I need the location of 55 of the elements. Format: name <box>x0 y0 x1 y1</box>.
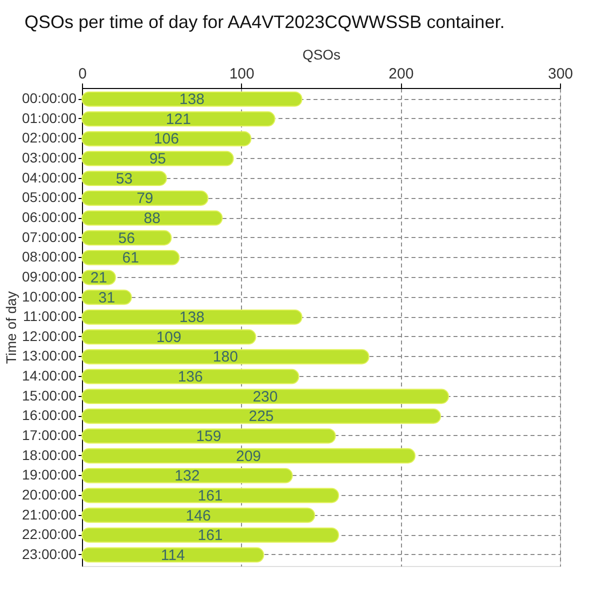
data-label: 31 <box>98 289 116 306</box>
y-tick-label: 00:00:00 <box>22 90 77 106</box>
data-label: 180 <box>212 348 238 366</box>
y-tick-label: 12:00:00 <box>22 328 77 344</box>
y-tick-label: 20:00:00 <box>22 486 77 502</box>
y-tick-label: 14:00:00 <box>22 368 77 384</box>
data-label: 132 <box>174 468 200 485</box>
data-label: 209 <box>236 448 262 465</box>
data-label: 114 <box>160 546 185 564</box>
data-label: 230 <box>252 388 278 406</box>
y-tick-label: 16:00:00 <box>22 407 77 424</box>
data-label: 136 <box>178 368 203 386</box>
data-label: 161 <box>198 487 223 504</box>
data-label: 53 <box>116 170 133 188</box>
data-label: 106 <box>154 130 179 148</box>
data-label: 56 <box>118 230 135 247</box>
x-tick-label: 300 <box>548 66 574 82</box>
y-tick-label: 10:00:00 <box>22 288 77 304</box>
data-label: 95 <box>149 150 166 168</box>
y-tick-label: 18:00:00 <box>22 446 77 463</box>
y-tick-label: 13:00:00 <box>22 348 77 364</box>
data-label: 21 <box>90 269 108 286</box>
y-tick-label: 11:00:00 <box>23 308 77 324</box>
chart-title: QSOs per time of day for AA4VT2023CQWWSSB container. <box>24 12 505 32</box>
data-label: 138 <box>179 91 204 108</box>
y-tick-label: 09:00:00 <box>22 268 77 284</box>
data-label: 161 <box>198 527 223 544</box>
y-tick-label: 15:00:00 <box>22 387 77 404</box>
y-tick-label: 05:00:00 <box>22 189 77 206</box>
y-tick-label: 03:00:00 <box>22 150 77 166</box>
data-label: 121 <box>166 110 191 128</box>
y-tick-label: 08:00:00 <box>22 248 77 265</box>
data-label: 88 <box>144 210 160 228</box>
y-tick-label: 07:00:00 <box>22 228 77 245</box>
data-label: 159 <box>196 428 222 445</box>
y-tick-label: 02:00:00 <box>22 130 77 146</box>
data-label: 61 <box>122 250 139 267</box>
data-label: 146 <box>186 507 211 524</box>
data-label: 138 <box>179 309 204 326</box>
y-axis-title: Time of day <box>3 291 20 364</box>
y-tick-label: 17:00:00 <box>22 426 77 443</box>
data-label: 225 <box>248 408 274 426</box>
y-tick-label: 22:00:00 <box>22 526 77 542</box>
y-tick-label: 04:00:00 <box>22 169 77 186</box>
x-axis-title: QSOs <box>302 46 341 62</box>
y-tick-label: 19:00:00 <box>22 466 77 483</box>
y-tick-label: 01:00:00 <box>22 110 77 126</box>
x-tick-label: 100 <box>229 66 254 82</box>
y-tick-label: 06:00:00 <box>22 209 77 226</box>
x-tick-label: 0 <box>78 66 87 82</box>
x-tick-label: 200 <box>388 66 414 82</box>
data-label: 79 <box>136 190 154 208</box>
y-tick-label: 21:00:00 <box>22 506 77 522</box>
y-tick-label: 23:00:00 <box>22 546 77 562</box>
data-label: 109 <box>156 328 182 346</box>
